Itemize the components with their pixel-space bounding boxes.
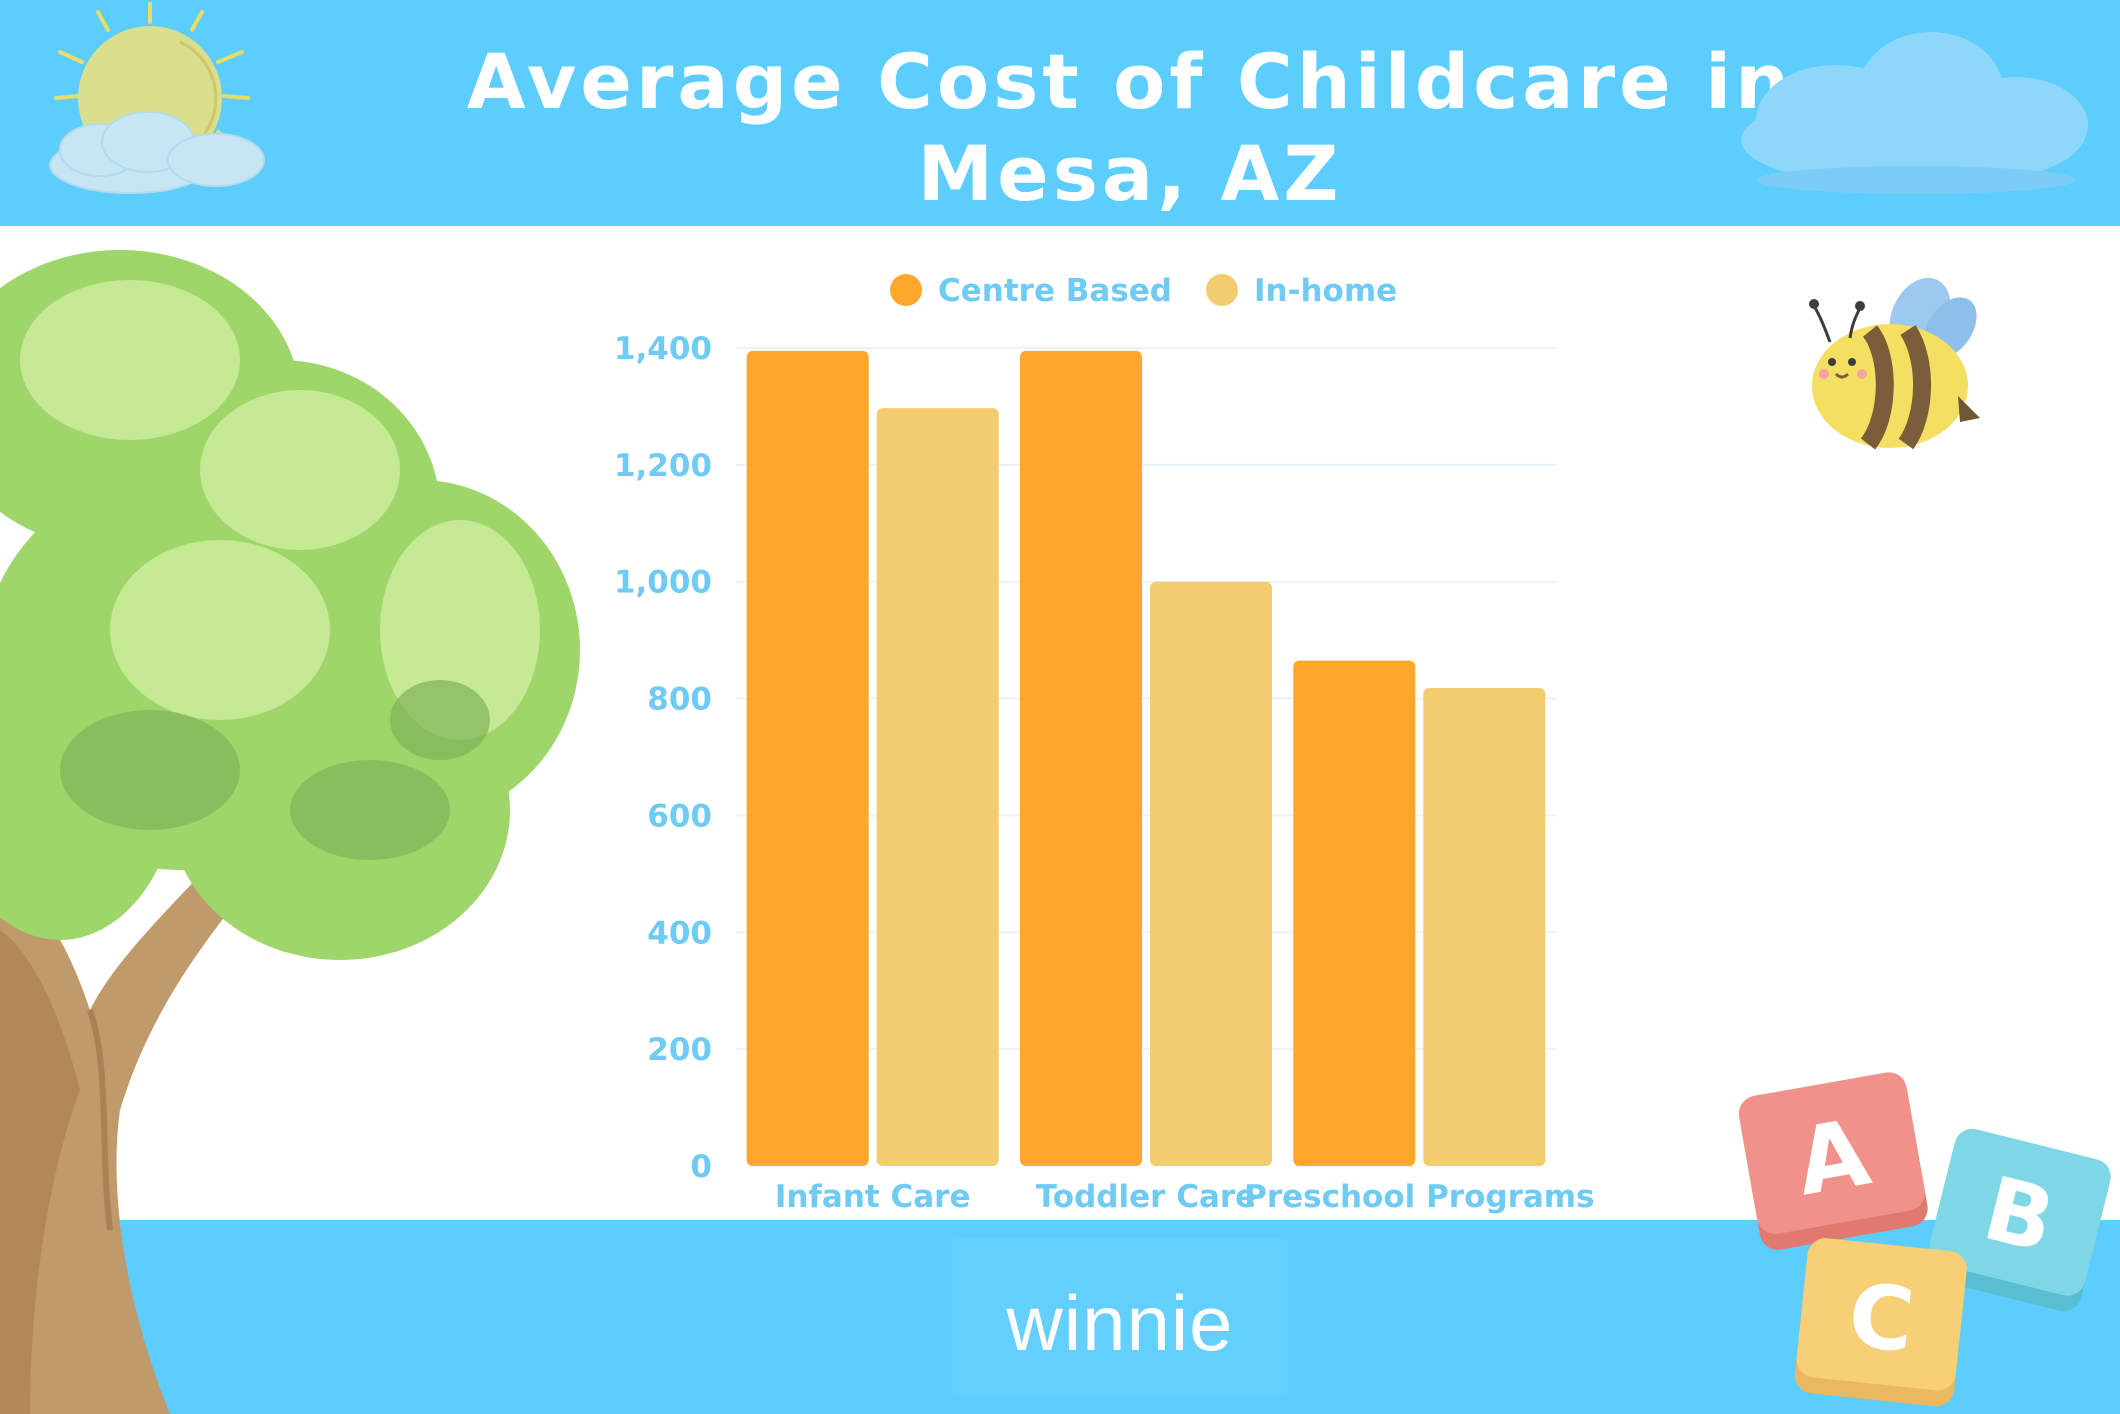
svg-text:C: C <box>1844 1263 1919 1372</box>
tree-icon <box>0 250 580 1414</box>
y-tick-label: 1,200 <box>614 448 712 484</box>
legend-label: In-home <box>1254 273 1397 309</box>
logo-box <box>952 1238 1288 1396</box>
title-line-1: Average Cost of Childcare in <box>466 37 1794 126</box>
x-tick-label: Preschool Programs <box>1244 1179 1594 1215</box>
winnie-logo: winnie <box>1006 1279 1234 1367</box>
x-tick-label: Infant Care <box>775 1179 971 1215</box>
y-tick-label: 1,400 <box>614 331 712 367</box>
bar <box>746 350 869 1167</box>
y-tick-label: 0 <box>690 1149 712 1185</box>
page-title: Average Cost of Childcare in Mesa, AZ <box>380 36 1880 220</box>
bar <box>1020 350 1142 1167</box>
y-tick-label: 600 <box>647 798 712 834</box>
y-tick-label: 200 <box>647 1032 712 1068</box>
cloud-icon <box>1741 32 2088 194</box>
bar <box>1293 660 1416 1166</box>
title-line-2: Mesa, AZ <box>917 129 1343 218</box>
abc-blocks-icon: A B C <box>1738 1072 2111 1407</box>
y-tick-label: 1,000 <box>614 565 712 601</box>
legend-label: Centre Based <box>938 273 1172 309</box>
bar <box>1150 581 1272 1166</box>
bee-icon <box>1809 277 1980 450</box>
x-tick-label: Toddler Care <box>1036 1179 1256 1215</box>
bar <box>1423 688 1546 1166</box>
legend-swatch <box>890 274 922 306</box>
y-tick-label: 400 <box>647 915 712 951</box>
bar <box>876 408 999 1167</box>
y-tick-label: 800 <box>647 682 712 718</box>
sun-icon <box>49 2 265 194</box>
legend-swatch <box>1206 274 1238 306</box>
